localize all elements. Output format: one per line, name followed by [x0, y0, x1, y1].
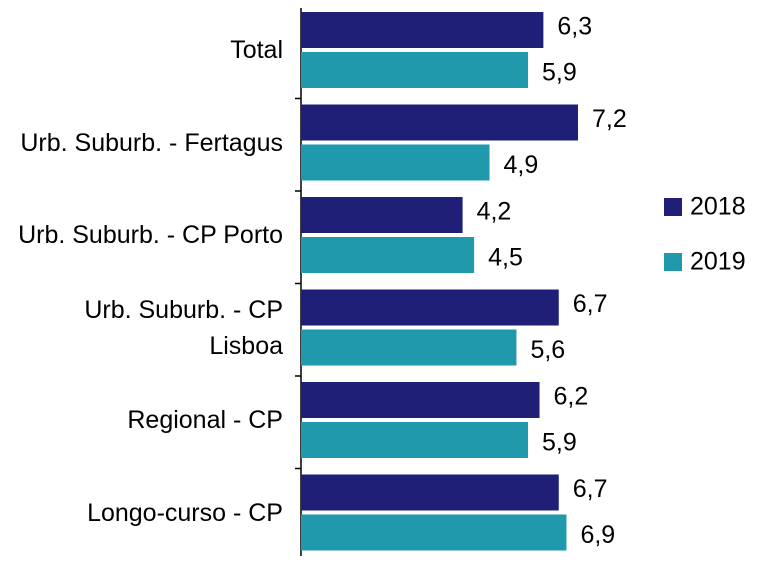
value-label: 6,7	[573, 475, 608, 503]
legend-swatch	[664, 198, 682, 216]
value-label: 6,3	[557, 13, 592, 41]
bar	[301, 289, 559, 326]
category-label: Urb. Suburb. - Fertagus	[20, 128, 283, 157]
category-label: Urb. Suburb. - CP Lisboa	[84, 295, 283, 360]
value-label: 7,2	[592, 105, 627, 133]
bar	[301, 52, 528, 88]
value-label: 4,9	[504, 151, 539, 179]
value-label: 4,2	[477, 198, 512, 226]
bar	[301, 474, 559, 511]
value-label: 6,2	[554, 383, 589, 411]
bar	[301, 104, 578, 141]
bar	[301, 12, 544, 48]
bar	[301, 144, 490, 181]
value-label: 4,5	[488, 244, 523, 272]
bar	[301, 329, 517, 366]
value-label: 5,9	[542, 59, 577, 87]
value-label: 5,6	[530, 336, 565, 364]
value-label: 5,9	[542, 429, 577, 457]
legend-label: 2019	[690, 248, 746, 276]
legend-swatch	[664, 253, 682, 271]
category-label: Total	[230, 36, 283, 64]
category-label: Urb. Suburb. - CP Porto	[18, 221, 283, 249]
value-label: 6,7	[573, 290, 608, 318]
bar	[301, 237, 475, 273]
bar	[301, 514, 567, 551]
bar	[301, 422, 528, 458]
value-label: 6,9	[580, 521, 615, 549]
category-label: Longo-curso - CP	[87, 498, 283, 527]
category-label: Regional - CP	[127, 406, 283, 434]
legend-label: 2018	[690, 193, 746, 221]
bar	[301, 197, 463, 233]
bar	[301, 382, 540, 418]
